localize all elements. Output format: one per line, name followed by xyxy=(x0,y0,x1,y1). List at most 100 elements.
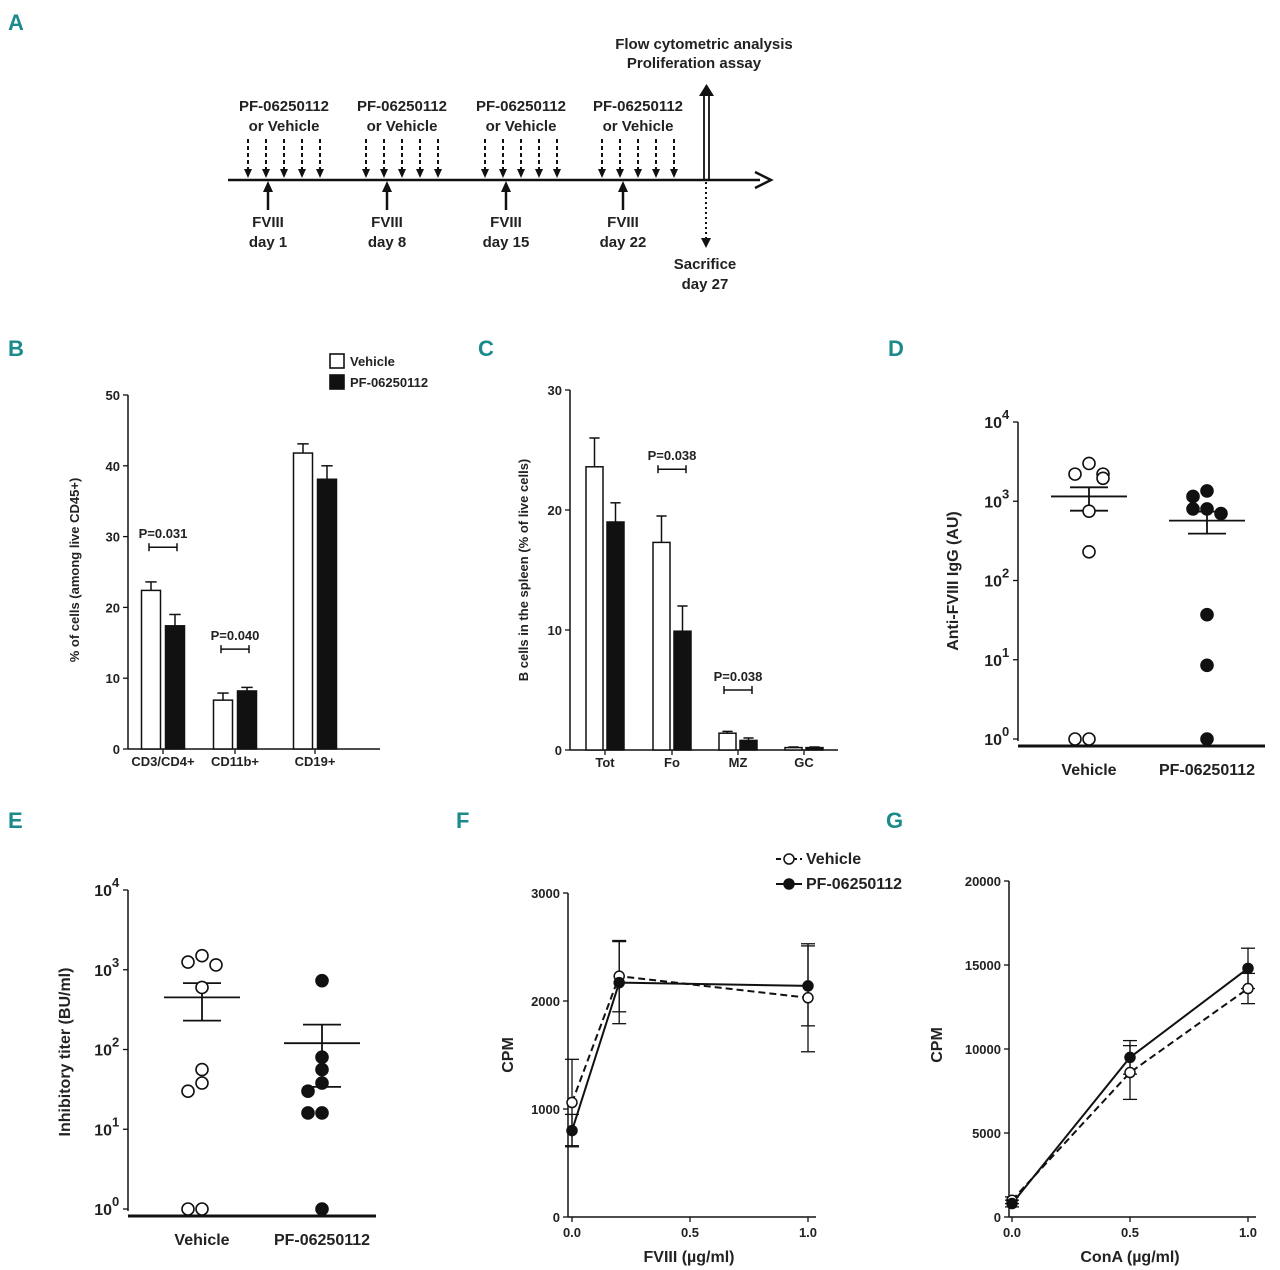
fviii-day-label: day 1 xyxy=(249,234,287,251)
y-axis-label: % of cells (among live CD45+) xyxy=(67,478,82,663)
p-value-label: P=0.031 xyxy=(139,526,188,541)
y-tick-label: 3000 xyxy=(531,886,560,901)
treatment-arrowhead xyxy=(298,169,306,178)
data-point xyxy=(1082,504,1096,518)
bar-vehicle xyxy=(212,699,234,750)
bar-pf-06250112 xyxy=(739,739,758,751)
data-point xyxy=(1082,456,1096,471)
bar-pf-06250112 xyxy=(673,630,692,751)
y-tick-label: 15000 xyxy=(965,958,1001,973)
y-tick-label: 10000 xyxy=(965,1042,1001,1057)
data-point-pf-06250112 xyxy=(802,980,814,992)
fviii-arrowhead xyxy=(618,181,628,192)
treatment-arrowhead xyxy=(262,169,270,178)
y-tick-label: 10 xyxy=(548,623,562,638)
treatment-arrowhead xyxy=(280,169,288,178)
treatment-label-2: or Vehicle xyxy=(486,118,557,135)
data-point-vehicle xyxy=(566,1096,578,1109)
treatment-arrowhead xyxy=(362,169,370,178)
panel-label-d: D xyxy=(888,336,904,361)
analysis-label-2: Proliferation assay xyxy=(627,55,762,72)
data-point xyxy=(301,1084,315,1098)
data-point-pf-06250112 xyxy=(613,976,625,989)
y-tick-label: 10 xyxy=(94,1202,112,1219)
x-tick-label: PF-06250112 xyxy=(1159,762,1255,779)
y-tick-label: 0 xyxy=(994,1210,1001,1225)
y-axis-label: B cells in the spleen (% of live cells) xyxy=(516,459,531,682)
data-point xyxy=(181,1202,195,1216)
fviii-label: FVIII xyxy=(252,214,284,231)
legend-label-pf: PF-06250112 xyxy=(350,375,428,390)
bar-pf-06250112 xyxy=(606,521,625,751)
treatment-arrowhead xyxy=(652,169,660,178)
panel-c-bar-chart: C B cells in the spleen (% of live cells… xyxy=(478,336,838,770)
y-tick-label: 10 xyxy=(984,732,1002,749)
treatment-arrowhead xyxy=(481,169,489,178)
x-axis-label: FVIII (µg/ml) xyxy=(644,1249,735,1266)
panel-label-f: F xyxy=(456,808,469,833)
panel-f-line-chart: F CPM FVIII (µg/ml) Vehicle PF-06250112 … xyxy=(456,808,902,1266)
y-axis-label: Anti-FVIII IgG (AU) xyxy=(945,511,962,651)
legend-label-vehicle: Vehicle xyxy=(350,354,395,369)
series-line-vehicle xyxy=(1011,987,1249,1201)
treatment-arrowhead xyxy=(634,169,642,178)
data-point xyxy=(1186,502,1200,516)
data-point xyxy=(1082,732,1096,746)
data-point xyxy=(1200,658,1214,673)
data-point xyxy=(195,1076,209,1090)
panel-label-c: C xyxy=(478,336,494,361)
sacrifice-label-1: Sacrifice xyxy=(674,256,737,273)
fviii-arrowhead xyxy=(501,181,511,192)
fviii-label: FVIII xyxy=(371,214,403,231)
y-tick-label: 1000 xyxy=(531,1102,560,1117)
x-tick-label: 0.5 xyxy=(681,1225,699,1240)
y-tick-exponent: 3 xyxy=(1002,486,1009,501)
bar-pf-06250112 xyxy=(805,746,824,751)
p-value-label: P=0.038 xyxy=(714,669,763,684)
data-point xyxy=(315,1106,329,1120)
fviii-arrowhead xyxy=(382,181,392,192)
legend-label-vehicle: Vehicle xyxy=(806,851,861,868)
treatment-arrowhead xyxy=(244,169,252,178)
data-point-vehicle xyxy=(802,992,814,1004)
y-tick-label: 30 xyxy=(106,530,120,545)
data-point xyxy=(195,1062,209,1077)
y-tick-label: 50 xyxy=(106,388,120,403)
treatment-arrowhead xyxy=(499,169,507,178)
y-tick-exponent: 0 xyxy=(1002,724,1009,739)
data-point xyxy=(1068,732,1082,746)
y-tick-exponent: 4 xyxy=(1002,407,1010,422)
data-point xyxy=(315,1202,329,1216)
panel-g-line-chart: G CPM ConA (µg/ml) 0 5000 10000 15000 20000 0… xyxy=(886,808,1257,1266)
data-point-pf-06250112 xyxy=(566,1124,578,1137)
y-tick-exponent: 0 xyxy=(112,1194,119,1209)
treatment-arrowhead xyxy=(553,169,561,178)
x-tick-label: 0.0 xyxy=(1003,1225,1021,1240)
legend-marker-pf xyxy=(783,878,795,890)
treatment-arrowhead xyxy=(535,169,543,178)
fviii-label: FVIII xyxy=(490,214,522,231)
treatment-label-1: PF-06250112 xyxy=(476,98,566,115)
x-tick-label: GC xyxy=(794,755,814,770)
y-tick-label: 5000 xyxy=(972,1126,1001,1141)
y-tick-exponent: 2 xyxy=(1002,566,1009,581)
bar-pf-06250112 xyxy=(236,690,258,750)
sacrifice-label-2: day 27 xyxy=(682,276,729,293)
y-tick-label: 10 xyxy=(94,1043,112,1060)
fviii-day-label: day 15 xyxy=(483,234,530,251)
x-tick-label: 0.0 xyxy=(563,1225,581,1240)
data-point xyxy=(1186,489,1200,504)
data-point xyxy=(315,1062,329,1077)
data-point xyxy=(195,948,209,963)
y-axis-label: CPM xyxy=(929,1027,946,1063)
y-tick-label: 0 xyxy=(555,743,562,758)
x-tick-label: 1.0 xyxy=(1239,1225,1257,1240)
y-tick-label: 20 xyxy=(106,600,120,615)
x-tick-label: CD11b+ xyxy=(211,754,259,769)
y-tick-label: 2000 xyxy=(531,994,560,1009)
treatment-arrowhead xyxy=(398,169,406,178)
y-axis-label: Inhibitory titer (BU/ml) xyxy=(57,968,74,1137)
treatment-arrowhead xyxy=(434,169,442,178)
y-tick-exponent: 4 xyxy=(112,875,120,890)
